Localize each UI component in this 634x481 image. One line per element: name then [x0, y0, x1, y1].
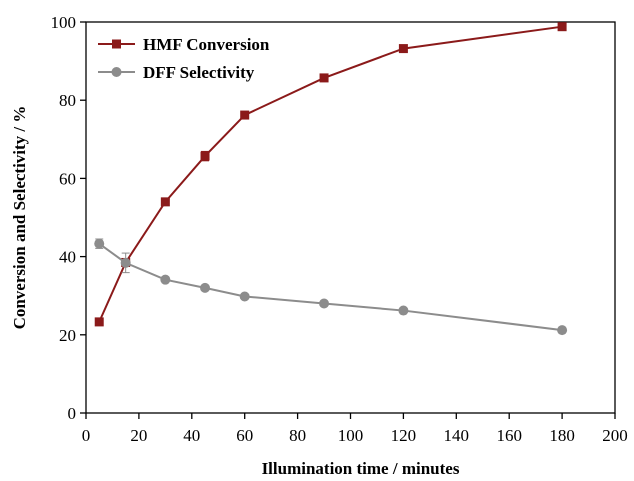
- y-tick-label: 40: [59, 248, 76, 267]
- y-tick-label: 20: [59, 326, 76, 345]
- x-tick-label: 20: [130, 426, 147, 445]
- x-axis-label: Illumination time / minutes: [262, 459, 460, 478]
- x-tick-label: 140: [444, 426, 470, 445]
- data-point: [240, 110, 250, 120]
- legend-item: DFF Selectivity: [98, 63, 255, 82]
- data-point: [557, 325, 568, 336]
- x-tick-label: 120: [391, 426, 417, 445]
- data-point: [239, 291, 250, 302]
- data-point: [398, 44, 408, 54]
- data-point: [200, 151, 210, 161]
- data-point: [319, 298, 330, 309]
- x-tick-label: 200: [602, 426, 628, 445]
- y-tick-label: 100: [51, 13, 77, 32]
- x-tick-label: 180: [549, 426, 575, 445]
- x-tick-label: 80: [289, 426, 306, 445]
- series-line: [98, 25, 563, 323]
- data-point: [160, 197, 170, 207]
- data-point: [557, 22, 567, 32]
- series-layer: [94, 22, 568, 336]
- x-tick-label: 160: [496, 426, 522, 445]
- data-point: [94, 238, 105, 249]
- data-point: [200, 282, 211, 293]
- x-tick-label: 60: [236, 426, 253, 445]
- legend: HMF Conversion DFF Selectivity: [98, 35, 270, 82]
- legend-item: HMF Conversion: [98, 35, 270, 54]
- series-2: [94, 238, 568, 336]
- data-point: [94, 317, 104, 327]
- legend-marker: [111, 67, 122, 77]
- x-tick-label: 0: [82, 426, 91, 445]
- y-tick-label: 80: [59, 91, 76, 110]
- y-tick-label: 60: [59, 169, 76, 188]
- legend-label: DFF Selectivity: [143, 63, 255, 82]
- legend-label: HMF Conversion: [143, 35, 270, 54]
- data-point: [120, 257, 131, 268]
- y-axis-label: Conversion and Selectivity / %: [10, 106, 29, 330]
- data-point: [160, 274, 171, 285]
- y-tick-label: 0: [68, 404, 77, 423]
- data-point: [319, 73, 329, 83]
- series-line: [98, 242, 563, 332]
- axis-ticks: 0 20 40 60 80 100 120 140 160 180 200 0 20 40 60 80 100: [51, 13, 628, 445]
- data-point: [398, 305, 409, 316]
- legend-marker: [112, 39, 121, 49]
- x-tick-label: 100: [338, 426, 364, 445]
- x-tick-label: 40: [183, 426, 200, 445]
